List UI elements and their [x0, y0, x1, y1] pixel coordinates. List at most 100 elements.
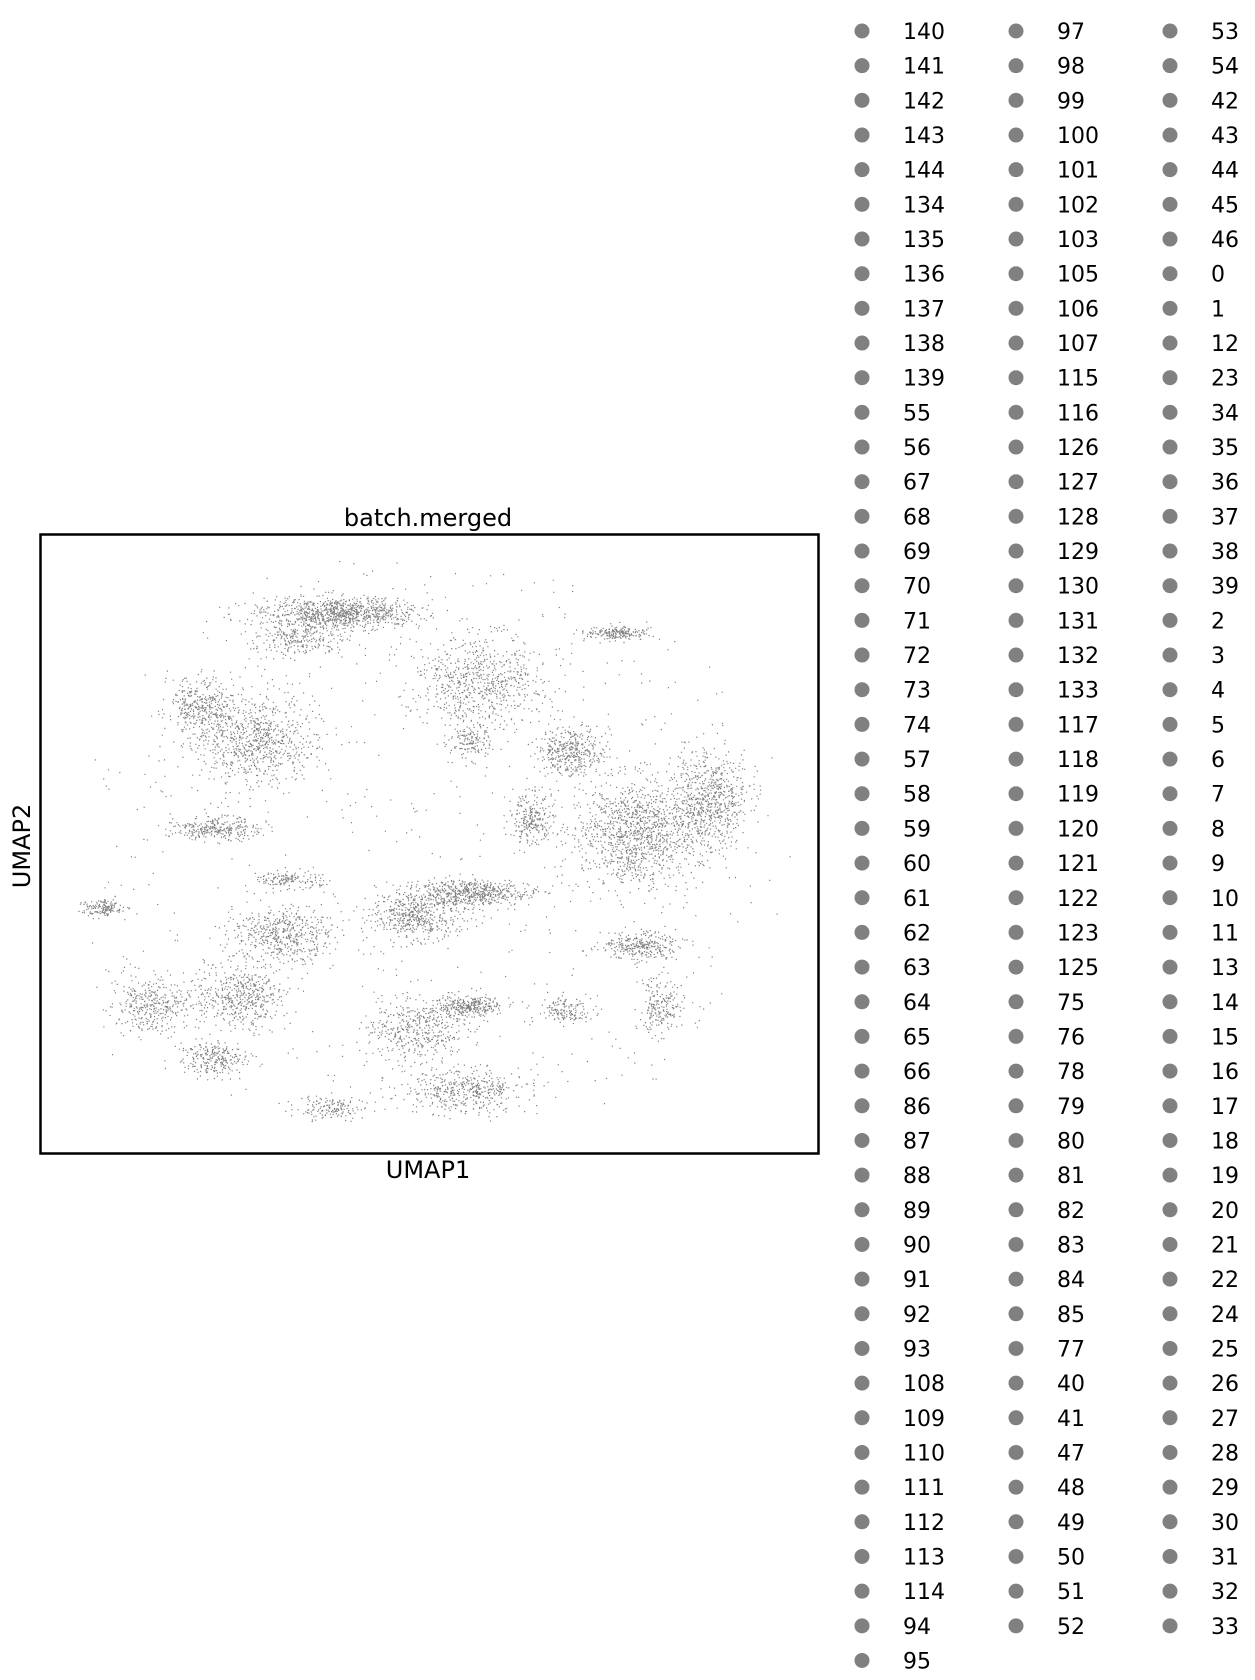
legend-entry: 130: [1008, 575, 1099, 600]
legend-marker: [1162, 820, 1178, 836]
legend-entry: 45: [1162, 193, 1239, 218]
legend-marker: [1008, 1375, 1024, 1391]
legend: 1401411421431441341351361371381395556676…: [854, 20, 1239, 1674]
legend-entry: 0: [1162, 263, 1225, 288]
legend-marker: [1008, 404, 1024, 420]
legend-label: 133: [1057, 679, 1099, 704]
legend-label: 18: [1211, 1129, 1239, 1154]
legend-label: 97: [1057, 20, 1085, 45]
legend-entry: 20: [1162, 1199, 1239, 1224]
legend-entry: 99: [1008, 89, 1085, 114]
legend-label: 85: [1057, 1303, 1085, 1328]
legend-entry: 60: [854, 852, 931, 877]
x-axis-label: UMAP1: [386, 1156, 470, 1184]
legend-marker: [1008, 959, 1024, 975]
legend-entry: 52: [1008, 1615, 1085, 1640]
legend-entry: 15: [1162, 1025, 1239, 1050]
legend-marker: [854, 543, 870, 559]
legend-label: 41: [1057, 1407, 1085, 1432]
legend-entry: 132: [1008, 644, 1099, 669]
legend-entry: 82: [1008, 1199, 1085, 1224]
legend-marker: [1162, 1202, 1178, 1218]
legend-marker: [1008, 682, 1024, 698]
legend-label: 51: [1057, 1580, 1085, 1605]
legend-label: 28: [1211, 1441, 1239, 1466]
legend-marker: [1162, 1028, 1178, 1044]
legend-entry: 110: [854, 1441, 945, 1466]
legend-label: 92: [903, 1303, 931, 1328]
legend-marker: [1162, 127, 1178, 143]
legend-entry: 39: [1162, 575, 1239, 600]
legend-entry: 117: [1008, 713, 1099, 738]
legend-label: 70: [903, 575, 931, 600]
legend-entry: 27: [1162, 1407, 1239, 1432]
legend-marker: [854, 335, 870, 351]
legend-label: 14: [1211, 991, 1239, 1016]
legend-entry: 67: [854, 471, 931, 496]
legend-marker: [1008, 1306, 1024, 1322]
legend-label: 7: [1211, 783, 1225, 808]
legend-label: 24: [1211, 1303, 1239, 1328]
legend-label: 139: [903, 367, 945, 392]
legend-marker: [854, 786, 870, 802]
legend-entry: 68: [854, 505, 931, 530]
legend-marker: [1162, 786, 1178, 802]
legend-marker: [854, 820, 870, 836]
legend-label: 84: [1057, 1268, 1085, 1293]
legend-label: 43: [1211, 124, 1239, 149]
legend-entry: 140: [854, 20, 945, 45]
legend-label: 95: [903, 1649, 931, 1674]
legend-marker: [1008, 786, 1024, 802]
legend-label: 17: [1211, 1095, 1239, 1120]
legend-label: 86: [903, 1095, 931, 1120]
legend-entry: 78: [1008, 1060, 1085, 1085]
legend-label: 5: [1211, 713, 1225, 738]
legend-label: 21: [1211, 1233, 1239, 1258]
legend-label: 135: [903, 228, 945, 253]
legend-marker: [854, 23, 870, 39]
legend-marker: [1008, 1028, 1024, 1044]
legend-entry: 84: [1008, 1268, 1085, 1293]
legend-entry: 48: [1008, 1476, 1085, 1501]
legend-label: 54: [1211, 55, 1239, 80]
legend-label: 11: [1211, 921, 1239, 946]
legend-label: 116: [1057, 401, 1099, 426]
legend-label: 0: [1211, 263, 1225, 288]
legend-label: 22: [1211, 1268, 1239, 1293]
legend-entry: 83: [1008, 1233, 1085, 1258]
legend-entry: 106: [1008, 297, 1099, 322]
legend-label: 23: [1211, 367, 1239, 392]
legend-entry: 143: [854, 124, 945, 149]
legend-entry: 81: [1008, 1164, 1085, 1189]
legend-entry: 88: [854, 1164, 931, 1189]
legend-marker: [854, 890, 870, 906]
legend-marker: [1162, 404, 1178, 420]
legend-label: 81: [1057, 1164, 1085, 1189]
legend-entry: 13: [1162, 956, 1239, 981]
legend-label: 13: [1211, 956, 1239, 981]
legend-label: 88: [903, 1164, 931, 1189]
legend-entry: 55: [854, 401, 931, 426]
legend-entry: 40: [1008, 1372, 1085, 1397]
legend-label: 123: [1057, 921, 1099, 946]
legend-marker: [854, 682, 870, 698]
legend-entry: 56: [854, 436, 931, 461]
legend-entry: 54: [1162, 55, 1239, 80]
legend-label: 66: [903, 1060, 931, 1085]
legend-entry: 85: [1008, 1303, 1085, 1328]
legend-label: 113: [903, 1545, 945, 1570]
legend-entry: 141: [854, 55, 945, 80]
legend-label: 78: [1057, 1060, 1085, 1085]
legend-label: 134: [903, 193, 945, 218]
legend-marker: [1162, 1583, 1178, 1599]
legend-label: 106: [1057, 297, 1099, 322]
legend-label: 118: [1057, 748, 1099, 773]
legend-marker: [1162, 890, 1178, 906]
legend-marker: [1008, 924, 1024, 940]
legend-entry: 14: [1162, 991, 1239, 1016]
legend-label: 48: [1057, 1476, 1085, 1501]
legend-label: 77: [1057, 1337, 1085, 1362]
legend-marker: [854, 1375, 870, 1391]
legend-marker: [854, 1410, 870, 1426]
legend-label: 144: [903, 159, 945, 184]
